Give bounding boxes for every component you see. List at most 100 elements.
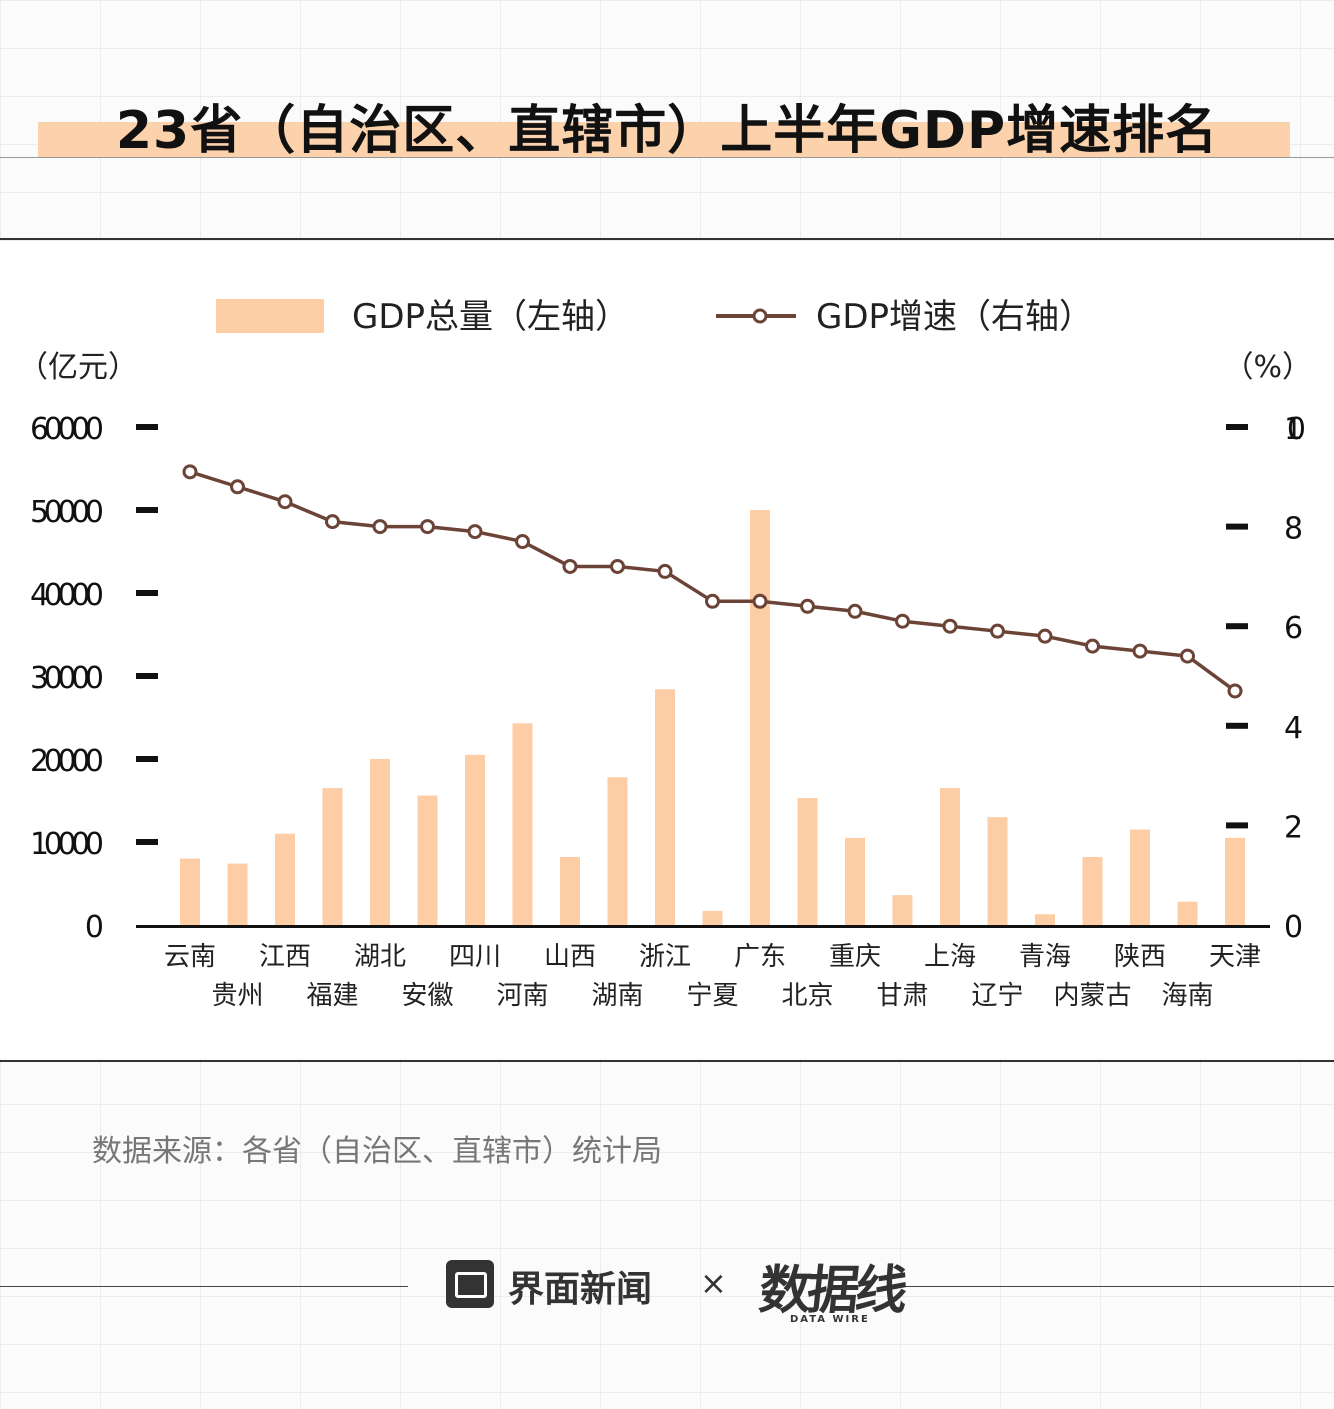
- growth-point-甘肃: [895, 613, 910, 629]
- right-tick-mark: [1226, 424, 1248, 430]
- separator: ×: [700, 1264, 727, 1302]
- bar-天津: [1225, 837, 1245, 925]
- growth-point-天津: [1227, 683, 1243, 699]
- partner-sub: DATA WIRE: [790, 1314, 870, 1325]
- page-title: 23省（自治区、直辖市）上半年GDP增速排名: [115, 101, 1219, 161]
- left-axis-unit: （亿元）: [18, 350, 138, 385]
- chart-panel: GDP总量（左轴） GDP增速（右轴） （亿元） （%） 0 10000 20000 3000…: [0, 241, 1334, 1059]
- jiemian-logo-icon: [446, 1260, 494, 1308]
- category-label: 青海: [1019, 942, 1071, 972]
- left-tick-mark: [136, 756, 158, 762]
- growth-point-湖北: [372, 519, 388, 535]
- bar-陕西: [1130, 829, 1150, 925]
- gdp-chart: GDP总量（左轴） GDP增速（右轴） （亿元） （%） 0 10000 20000 3000…: [18, 297, 1312, 1011]
- brand-name: 界面新闻: [508, 1269, 653, 1310]
- category-label: 云南: [164, 942, 216, 972]
- bar-湖北: [370, 759, 390, 925]
- right-tick-label: 10: [1284, 412, 1306, 447]
- title-highlight-band: [38, 122, 1290, 158]
- growth-point-陕西: [1132, 643, 1148, 659]
- left-tick-mark: [136, 673, 158, 679]
- growth-point-宁夏: [705, 593, 720, 609]
- left-tick-label: 60000: [30, 412, 104, 447]
- category-label: 天津: [1209, 942, 1261, 972]
- left-tick-label: 30000: [30, 661, 104, 696]
- right-tick-label: 4: [1284, 711, 1303, 746]
- left-tick-mark: [136, 424, 158, 430]
- bar-广东: [750, 510, 770, 925]
- growth-point-内蒙古: [1085, 638, 1100, 654]
- title-divider: [0, 157, 1334, 158]
- growth-point-海南: [1180, 648, 1195, 664]
- right-tick-mark: [1226, 623, 1248, 630]
- legend-line-marker: [752, 308, 768, 324]
- left-tick-label: 40000: [30, 578, 104, 613]
- bar-贵州: [227, 863, 248, 925]
- bar-湖南: [607, 777, 628, 925]
- bar-北京: [797, 798, 818, 925]
- growth-point-湖南: [610, 558, 625, 574]
- left-tick-mark: [136, 507, 158, 513]
- growth-point-广东: [752, 593, 768, 609]
- growth-point-北京: [800, 598, 815, 614]
- category-label: 湖南: [591, 981, 643, 1011]
- growth-point-辽宁: [990, 623, 1005, 639]
- category-label: 内蒙古: [1053, 981, 1131, 1011]
- category-label: 四川: [449, 942, 501, 972]
- bar-宁夏: [702, 910, 723, 925]
- growth-point-云南: [182, 464, 198, 480]
- category-label: 湖北: [354, 942, 406, 972]
- bar-青海: [1035, 914, 1055, 925]
- category-label: 海南: [1161, 981, 1213, 1011]
- x-axis-baseline: [136, 925, 1270, 928]
- category-label: 广东: [734, 942, 786, 972]
- footer-line-right: [904, 1286, 1334, 1287]
- chart-top-border: [0, 238, 1334, 240]
- partner-logo: 数据线: [756, 1261, 907, 1321]
- category-label: 河南: [496, 981, 548, 1011]
- growth-point-安徽: [420, 519, 435, 535]
- category-label: 辽宁: [971, 981, 1023, 1011]
- left-tick-label: 50000: [30, 495, 104, 530]
- bar-辽宁: [987, 817, 1008, 925]
- bar-安徽: [417, 795, 438, 925]
- bar-内蒙古: [1082, 856, 1103, 925]
- right-tick-mark: [1226, 523, 1248, 530]
- bar-山西: [560, 856, 580, 925]
- bar-浙江: [655, 689, 675, 925]
- growth-point-福建: [325, 514, 340, 530]
- legend-line-label: GDP增速（右轴）: [816, 297, 1093, 337]
- chart-bottom-border: [0, 1060, 1334, 1062]
- footer-line-left: [0, 1286, 408, 1287]
- category-label: 陕西: [1114, 942, 1166, 972]
- bar-福建: [322, 788, 343, 925]
- left-tick-label: 10000: [30, 827, 104, 862]
- bar-四川: [465, 754, 485, 925]
- bar-河南: [512, 723, 533, 925]
- category-label: 安徽: [401, 981, 453, 1011]
- right-tick-label: 2: [1284, 810, 1303, 845]
- right-tick-label: 0: [1284, 910, 1303, 945]
- right-tick-mark: [1226, 722, 1248, 729]
- category-label: 江西: [259, 942, 311, 972]
- growth-point-江西: [277, 494, 293, 510]
- growth-point-山西: [562, 558, 578, 574]
- category-label: 宁夏: [686, 981, 738, 1011]
- left-tick-mark: [136, 590, 158, 596]
- growth-point-浙江: [657, 563, 673, 579]
- category-label: 浙江: [639, 942, 691, 972]
- growth-point-上海: [942, 618, 958, 634]
- growth-point-重庆: [847, 603, 863, 619]
- category-label: 上海: [924, 942, 976, 972]
- bar-上海: [940, 788, 960, 925]
- category-label: 北京: [781, 981, 833, 1011]
- growth-point-四川: [467, 524, 483, 540]
- bar-重庆: [845, 837, 865, 925]
- left-tick-mark: [136, 839, 158, 845]
- data-source: 数据来源：各省（自治区、直辖市）统计局: [92, 1134, 662, 1169]
- legend-bar-swatch: [216, 299, 324, 333]
- left-tick-label: 20000: [30, 744, 104, 779]
- bar-云南: [180, 858, 200, 925]
- right-tick-mark: [1226, 822, 1248, 829]
- gdp-growth-line: [189, 470, 1237, 693]
